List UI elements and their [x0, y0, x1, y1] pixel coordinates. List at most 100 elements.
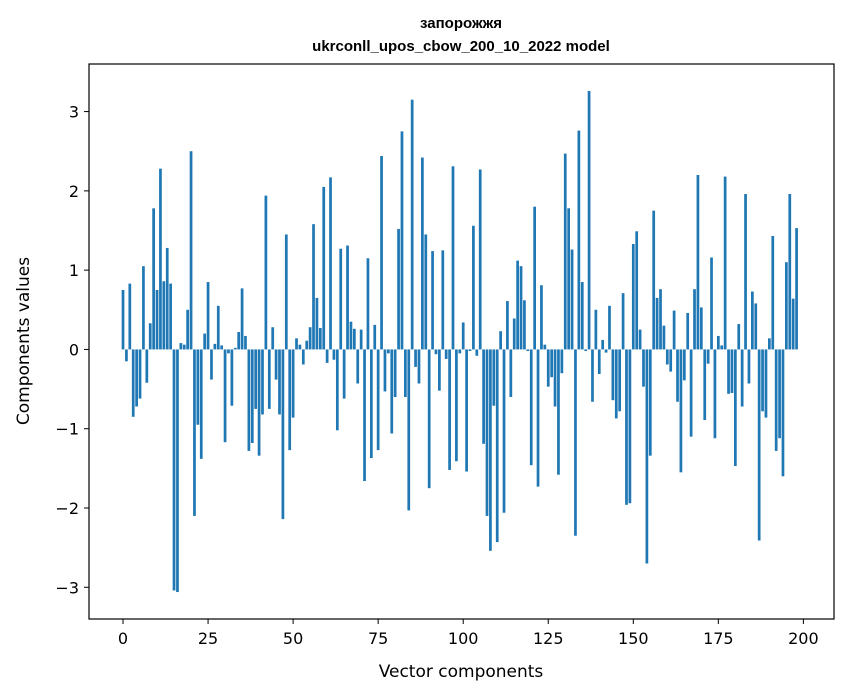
bar-153: [642, 349, 645, 387]
bar-134: [577, 130, 581, 350]
bar-123: [540, 285, 543, 350]
bar-172: [706, 349, 710, 364]
bar-115: [512, 318, 516, 350]
bar-128: [557, 349, 560, 475]
bar-190: [768, 338, 771, 350]
bar-142: [604, 349, 608, 353]
bar-87: [417, 349, 421, 384]
bar-73: [369, 349, 373, 459]
bar-149: [628, 349, 632, 504]
bar-1: [125, 349, 128, 362]
bar-185: [751, 291, 754, 350]
bar-100: [461, 322, 465, 350]
bar-119: [526, 349, 530, 352]
x-tick-label-25: 25: [198, 629, 218, 648]
bar-29: [220, 345, 224, 350]
bar-155: [648, 349, 652, 456]
bar-196: [788, 194, 792, 350]
bar-161: [669, 349, 673, 372]
bar-28: [216, 305, 220, 350]
bar-0: [121, 289, 125, 350]
bar-12: [162, 281, 166, 350]
x-tick-label-125: 125: [533, 629, 564, 648]
bar-19: [186, 309, 190, 350]
bar-130: [563, 153, 567, 350]
bar-139: [594, 309, 598, 350]
bar-34: [237, 331, 241, 350]
bar-184: [747, 349, 751, 384]
bar-188: [761, 349, 764, 412]
bar-57: [315, 297, 319, 350]
bar-198: [795, 228, 798, 350]
bar-146: [618, 349, 622, 412]
bar-33: [233, 347, 237, 350]
bar-192: [774, 349, 778, 451]
bar-64: [339, 248, 343, 350]
bar-60: [325, 349, 329, 363]
bar-112: [502, 349, 506, 513]
bar-98: [455, 349, 458, 462]
bar-183: [744, 194, 747, 350]
bar-7: [145, 349, 149, 383]
bar-125: [546, 349, 550, 387]
bar-170: [699, 307, 703, 350]
bar-41: [261, 349, 264, 415]
bar-50: [291, 349, 295, 418]
bar-68: [352, 328, 356, 350]
bar-181: [737, 324, 741, 350]
bar-140: [597, 349, 601, 375]
bar-121: [533, 206, 536, 350]
bar-157: [655, 297, 659, 350]
bar-83: [404, 349, 407, 397]
y-axis-label: Components values: [14, 257, 34, 425]
bar-14: [169, 283, 172, 350]
bar-88: [421, 157, 424, 350]
bar-52: [298, 344, 302, 350]
bar-132: [570, 249, 574, 350]
bar-37: [247, 349, 251, 451]
y-tick-label-1: 1: [69, 261, 79, 280]
bar-30: [223, 349, 227, 443]
bar-122: [536, 349, 540, 487]
bar-40: [257, 349, 261, 456]
bar-44: [271, 327, 275, 350]
bar-22: [196, 349, 200, 425]
bar-58: [318, 328, 322, 350]
bar-189: [764, 349, 768, 418]
bar-135: [580, 282, 584, 350]
bar-5: [138, 349, 142, 399]
bar-97: [451, 166, 455, 350]
bar-156: [652, 210, 656, 350]
bar-106: [482, 349, 485, 444]
bar-186: [754, 303, 758, 350]
bar-168: [693, 289, 696, 350]
bar-92: [434, 349, 438, 355]
bar-193: [778, 349, 781, 439]
bar-144: [611, 349, 615, 401]
bar-89: [424, 234, 428, 350]
bar-70: [359, 329, 363, 350]
bar-17: [179, 343, 183, 350]
bar-21: [193, 349, 196, 516]
bar-143: [608, 305, 611, 350]
bar-66: [346, 245, 349, 350]
x-tick-label-75: 75: [368, 629, 388, 648]
bar-108: [489, 349, 492, 551]
bar-72: [366, 258, 370, 350]
bar-91: [431, 251, 434, 350]
bar-94: [441, 250, 445, 350]
bar-158: [659, 289, 662, 350]
bar-154: [645, 349, 649, 564]
bar-59: [322, 186, 326, 350]
bar-36: [244, 335, 247, 350]
bar-187: [757, 349, 761, 541]
bar-116: [516, 260, 519, 350]
bar-13: [165, 247, 169, 350]
bar-109: [492, 349, 496, 406]
bar-114: [509, 349, 513, 397]
bar-26: [210, 349, 213, 380]
bar-118: [523, 300, 526, 350]
plot-area-frame: [88, 63, 835, 620]
bar-23: [199, 349, 203, 459]
